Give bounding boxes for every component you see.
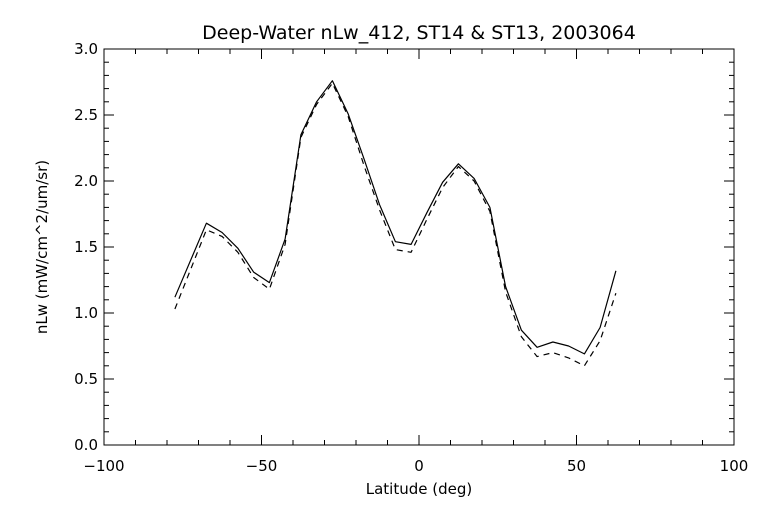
- y-tick-label: 0.0: [74, 436, 98, 454]
- plot-frame: [103, 48, 735, 446]
- series-line-solid: [174, 80, 617, 355]
- x-tick-label: 0: [414, 457, 424, 475]
- x-axis-label: Latitude (deg): [366, 480, 472, 498]
- x-tick-label: 50: [567, 457, 586, 475]
- axis-ticks: [103, 48, 735, 446]
- y-tick-label: 1.5: [74, 238, 98, 256]
- x-tick-label: 100: [720, 457, 749, 475]
- axis-tick-labels: −100 −50 0 50 100 0.0 0.5 1.0 1.5 2.0 2.5 3.0: [74, 40, 748, 475]
- x-tick-label: −100: [83, 457, 124, 475]
- x-tick-label: −50: [246, 457, 278, 475]
- chart-title: Deep-Water nLw_412, ST14 & ST13, 2003064: [202, 22, 636, 44]
- series-line-dashed: [174, 82, 617, 367]
- y-tick-label: 0.5: [74, 370, 98, 388]
- y-axis-label: nLw (mW/cm^2/um/sr): [33, 160, 51, 334]
- series-layer: [174, 80, 617, 367]
- y-tick-label: 3.0: [74, 40, 98, 58]
- y-tick-label: 2.5: [74, 106, 98, 124]
- y-tick-label: 1.0: [74, 304, 98, 322]
- y-tick-label: 2.0: [74, 172, 98, 190]
